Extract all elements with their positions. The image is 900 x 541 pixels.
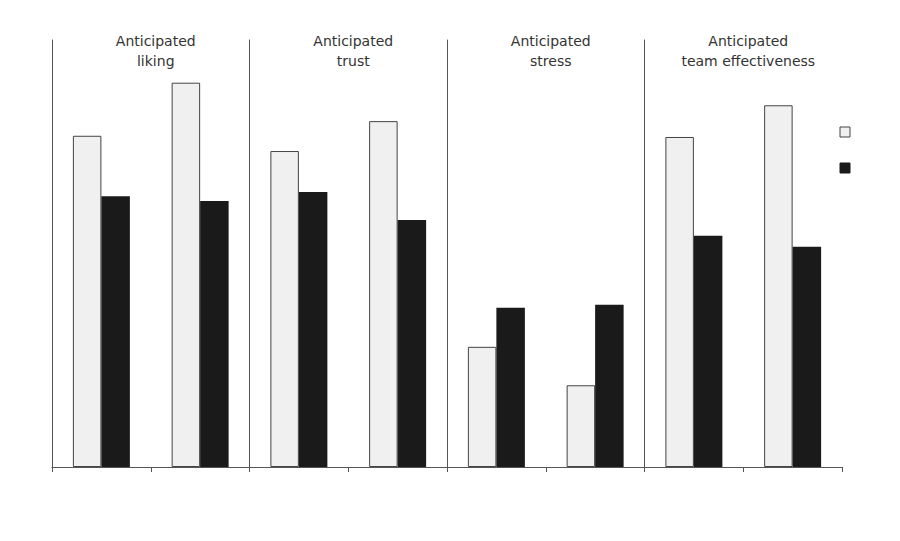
svg-text:liking: liking bbox=[137, 53, 175, 69]
svg-text:Anticipated: Anticipated bbox=[313, 33, 393, 49]
svg-text:Anticipated: Anticipated bbox=[511, 33, 591, 49]
svg-text:stress: stress bbox=[530, 53, 571, 69]
svg-text:Anticipated: Anticipated bbox=[708, 33, 788, 49]
svg-text:team effectiveness: team effectiveness bbox=[681, 53, 815, 69]
svg-text:Anticipated: Anticipated bbox=[116, 33, 196, 49]
svg-text:trust: trust bbox=[337, 53, 370, 69]
